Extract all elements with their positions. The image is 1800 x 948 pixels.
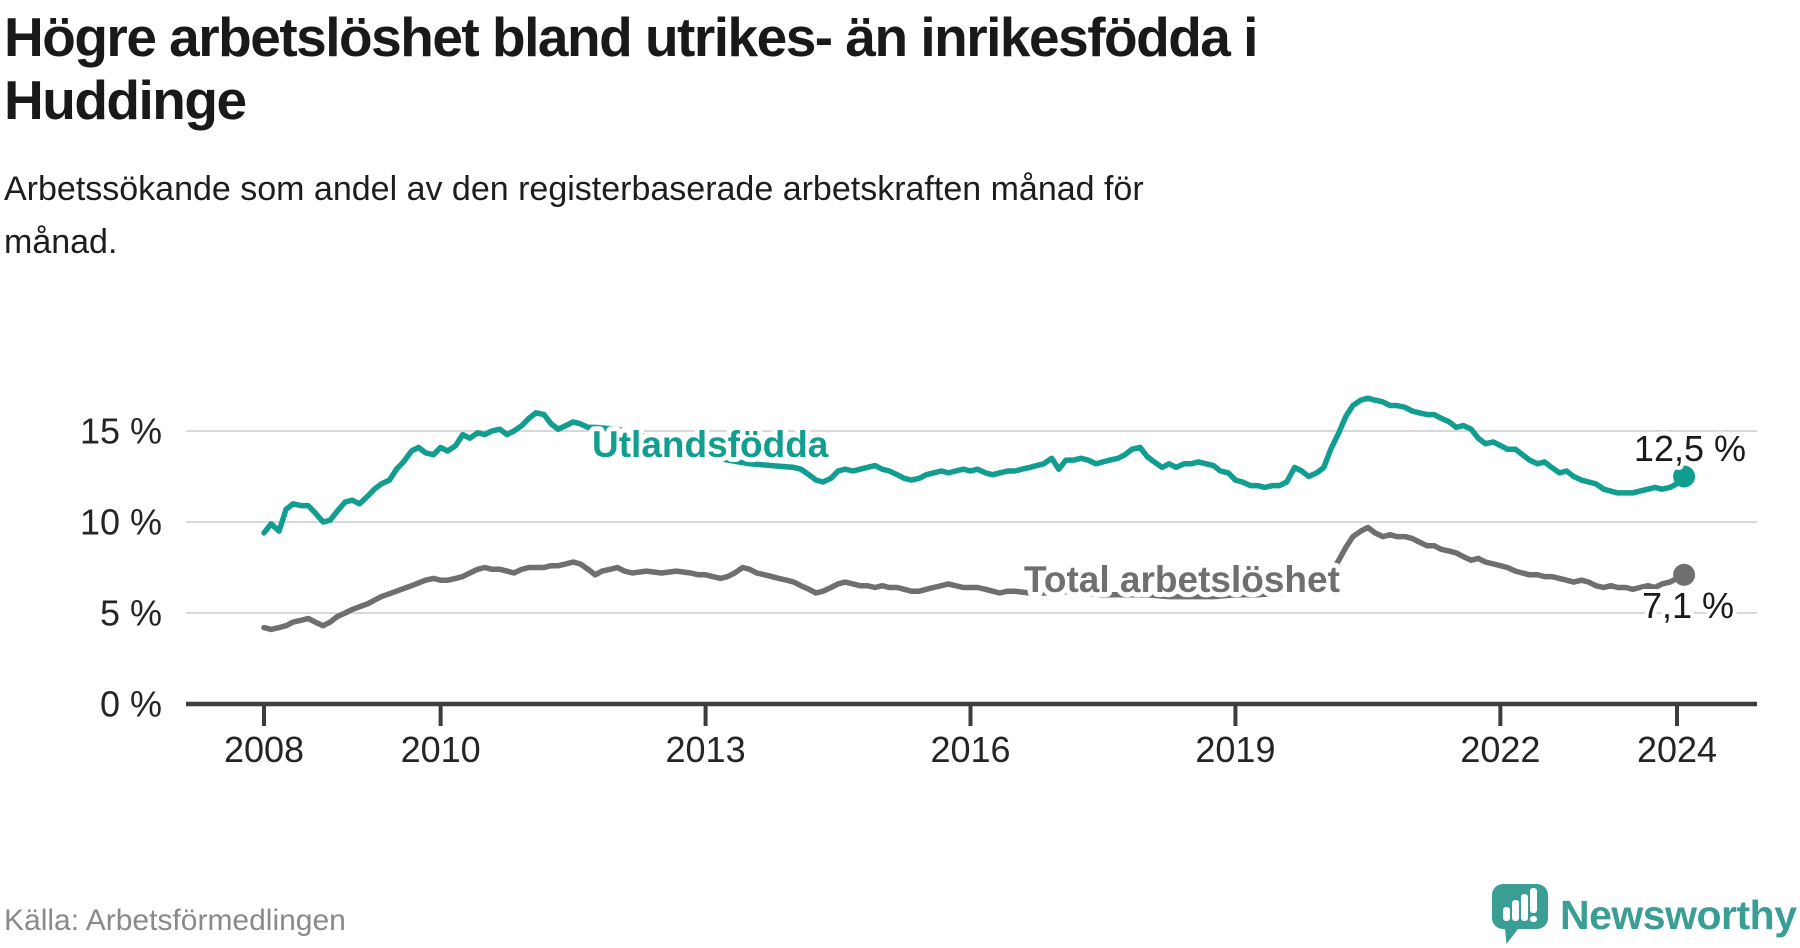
logo-bubble-shape [1492,884,1548,944]
y-tick-label-5pct: 5 % [100,593,162,634]
x-tick-label-2022: 2022 [1460,729,1540,770]
newsworthy-logo-text: Newsworthy [1560,892,1797,938]
page-title-line-1: Högre arbetslöshet bland utrikes- än inr… [4,6,1258,68]
page-title: Högre arbetslöshet bland utrikes- än inr… [4,6,1258,132]
logo-bar-chart-icon [1503,888,1537,922]
source-attribution: Källa: Arbetsförmedlingen [4,904,346,937]
end-dot-utlandsfodda [1673,465,1696,488]
end-value-label-total: 7,1 % [1642,585,1734,626]
series-label-total: Total arbetslöshet [1024,559,1340,600]
x-tick-label-2024: 2024 [1637,729,1717,770]
chart-subtitle-line-2: månad. [4,223,118,261]
y-tick-label-0pct: 0 % [100,684,162,725]
x-tick-label-2019: 2019 [1195,729,1275,770]
x-tick-label-2013: 2013 [666,729,746,770]
page-title-line-2: Huddinge [4,69,247,131]
series-line-utlandsfodda [261,395,1687,536]
series-label-utlandsfodda: Utlandsfödda [592,424,829,465]
x-tick-label-2016: 2016 [930,729,1010,770]
end-value-label-utlandsfodda: 12,5 % [1634,428,1746,469]
chart-subtitle: Arbetssökande som andel av den registerb… [4,163,1144,269]
y-tick-label-15pct: 15 % [80,411,162,452]
y-tick-label-10pct: 10 % [80,502,162,543]
series-line-total [261,524,1687,633]
newsworthy-logo-icon [1492,884,1548,944]
end-dot-total [1673,563,1696,586]
newsworthy-logo: Newsworthy [1492,884,1797,945]
x-tick-label-2010: 2010 [401,729,481,770]
x-tick-label-2008: 2008 [224,729,304,770]
chart-subtitle-line-1: Arbetssökande som andel av den registerb… [4,170,1144,208]
